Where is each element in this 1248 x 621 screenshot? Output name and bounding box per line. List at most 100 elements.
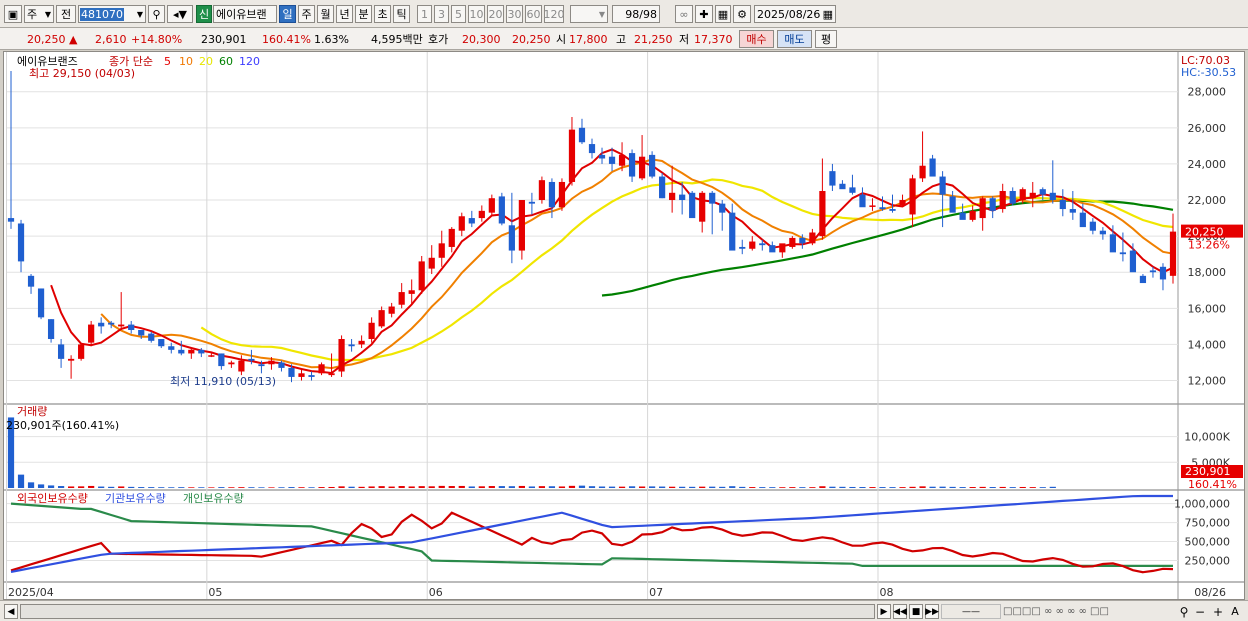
last-volume-label: 230,901	[1185, 465, 1231, 478]
candle-body	[809, 232, 816, 244]
window-icon[interactable]: ▣	[4, 5, 22, 23]
tab-period-5[interactable]: 초	[374, 5, 391, 23]
stock-name-field[interactable]: 에이유브랜	[213, 5, 277, 23]
holdings-tick-label: 1,000,000	[1174, 498, 1230, 511]
eval-button[interactable]: 평	[815, 30, 837, 48]
candle-body	[37, 288, 45, 318]
interval-button-1[interactable]: 1	[417, 5, 432, 23]
tab-period-6[interactable]: 틱	[393, 5, 410, 23]
tab-period-3[interactable]: 년	[336, 5, 353, 23]
candle-body	[779, 243, 786, 253]
volume-bar	[478, 486, 485, 488]
candle-body	[819, 190, 826, 237]
candle-body	[168, 346, 175, 350]
volume-bar	[548, 486, 556, 488]
save-icon[interactable]: ▦	[715, 5, 731, 23]
volume-bar	[188, 487, 195, 488]
font-size-icon[interactable]: A	[1231, 605, 1239, 618]
search-icon[interactable]: ⚲	[148, 5, 165, 23]
tab-period-4[interactable]: 분	[355, 5, 372, 23]
chart-svg[interactable]: 28,00026,00024,00022,00020,00018,00016,0…	[4, 52, 1245, 600]
ma-period-label: 60	[219, 55, 233, 68]
interval-button-5[interactable]: 5	[451, 5, 466, 23]
holdings-legend-item: 외국인보유수량	[17, 492, 88, 505]
candle-body	[608, 156, 616, 164]
x-tick-label: 06	[429, 586, 443, 599]
candle-body	[448, 228, 455, 247]
price-tick-label: 24,000	[1188, 158, 1227, 171]
interval-button-30[interactable]: 30	[506, 5, 523, 23]
volume-bar	[108, 486, 115, 488]
tab-period-2[interactable]: 월	[317, 5, 334, 23]
candle-body	[478, 210, 485, 219]
interval-button-60[interactable]: 60	[525, 5, 542, 23]
zoom-out-icon[interactable]: −	[1194, 604, 1206, 619]
volume-bar	[568, 485, 576, 488]
interval-button-3[interactable]: 3	[434, 5, 449, 23]
count-display[interactable]: 98/98	[612, 5, 660, 23]
speaker-icon[interactable]: ◂▼	[167, 5, 193, 23]
horizontal-scrollbar[interactable]	[20, 604, 875, 619]
candle-body	[398, 292, 405, 305]
candle-body	[669, 192, 676, 201]
volume-bar	[358, 486, 365, 488]
gear-icon[interactable]: ⚙	[733, 5, 751, 23]
volume-bar	[839, 486, 846, 488]
tool-icons[interactable]: □□□□ ∞ ∞ ∞ ∞ □□	[1003, 604, 1163, 619]
tab-period-1[interactable]: 주	[298, 5, 315, 23]
buy-button[interactable]: 매수	[739, 30, 774, 48]
volume-bar	[1029, 487, 1036, 488]
volume-bar	[608, 486, 616, 488]
new-badge-label: 신	[198, 8, 210, 21]
sell-button[interactable]: 매도	[777, 30, 812, 48]
interval-button-20[interactable]: 20	[487, 5, 504, 23]
volume-bar	[17, 474, 25, 488]
volume-bar	[228, 487, 235, 488]
candle-body	[218, 353, 225, 367]
candle-body	[648, 154, 656, 177]
volume-bar	[338, 486, 345, 488]
last-price-pct: 13.26%	[1188, 239, 1230, 252]
open-label: 시	[556, 33, 567, 46]
zoom-in-icon[interactable]: +	[1212, 604, 1224, 619]
volume-bar	[518, 485, 525, 488]
scroll-left-icon[interactable]: ◀	[4, 604, 18, 619]
rewind-icon[interactable]: ◀◀	[893, 604, 907, 619]
interval-button-120[interactable]: 120	[544, 5, 564, 23]
interval-button-10[interactable]: 10	[468, 5, 485, 23]
volume-bar	[348, 486, 355, 488]
scroll-right-icon[interactable]: ▶	[877, 604, 891, 619]
stock-code-input[interactable]: 481070 ▼	[78, 5, 146, 23]
zoom-icon[interactable]: ⚲	[1179, 604, 1189, 619]
up-arrow-icon: ▲	[69, 32, 78, 46]
volume-bar	[528, 486, 536, 488]
period-type-select[interactable]: 주 ▼	[24, 5, 54, 23]
price-tick-label: 12,000	[1188, 375, 1227, 388]
candle-body	[1029, 192, 1036, 199]
ask-price: 20,300	[462, 32, 501, 46]
volume-bar	[288, 487, 295, 488]
candle-body	[548, 181, 556, 208]
volume-bar	[248, 487, 255, 488]
zoom-slider[interactable]: ——	[941, 604, 1001, 619]
candle-body	[108, 322, 115, 325]
individual-holdings-line	[10, 502, 1173, 567]
candle-body	[98, 322, 105, 327]
volume-bar	[398, 486, 405, 488]
grid-icon[interactable]: ∞	[675, 5, 693, 23]
interval-select[interactable]: ▼	[570, 5, 608, 23]
date-input[interactable]: 2025/08/26 ▦	[754, 5, 836, 23]
candle-body	[659, 176, 666, 199]
bottom-controls: ◀ ▶ ◀◀ ■ ▶▶ —— □□□□ ∞ ∞ ∞ ∞ □□ ⚲ − + A	[0, 600, 1248, 621]
candle-body	[538, 180, 546, 201]
price-tick-label: 28,000	[1188, 86, 1227, 99]
fast-forward-icon[interactable]: ▶▶	[925, 604, 939, 619]
draw-icon[interactable]: ✚	[695, 5, 713, 23]
chart-area[interactable]: 28,00026,00024,00022,00020,00018,00016,0…	[3, 51, 1245, 600]
stop-icon[interactable]: ■	[909, 604, 923, 619]
tab-period-0[interactable]: 일	[279, 5, 296, 23]
price-legend-series: 종가 단순	[109, 55, 153, 68]
price-legend-name: 에이유브랜즈	[17, 55, 78, 68]
compare-button[interactable]: 전	[56, 5, 76, 23]
volume-bar	[98, 486, 105, 488]
